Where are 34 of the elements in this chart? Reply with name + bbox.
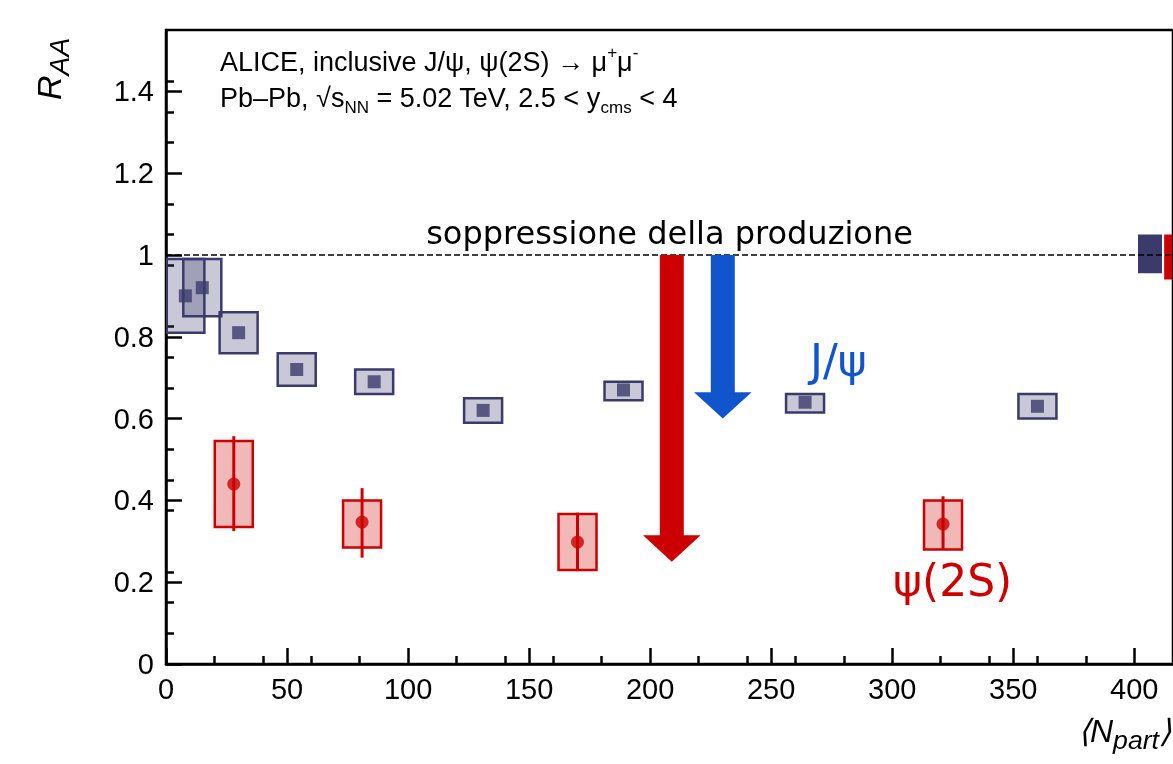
y-tick-label: 0.6 — [113, 402, 154, 435]
bar — [182, 257, 223, 318]
annotation: J/ψ — [807, 334, 867, 386]
bar — [341, 499, 383, 549]
point — [195, 281, 209, 295]
bar — [557, 512, 598, 572]
x-tick-label: 150 — [504, 672, 554, 705]
x-tick-label: 350 — [989, 672, 1038, 705]
y-tick-label: 1.2 — [113, 157, 154, 190]
point — [571, 535, 585, 549]
point — [227, 477, 241, 491]
y-tick-label: 0.2 — [113, 566, 154, 599]
text: ALICE, inclusive J/ψ, ψ(2S) → μ+μ- — [220, 43, 639, 77]
y-tick-label: 0.8 — [113, 320, 154, 353]
bar — [213, 439, 255, 529]
y-tick-label: 1 — [137, 238, 154, 271]
x-tick-label: 50 — [270, 672, 304, 705]
bar — [218, 310, 259, 355]
x-tick-label: 200 — [625, 672, 675, 705]
bar — [922, 499, 964, 551]
y-tick-label: 0.4 — [113, 484, 154, 517]
point — [178, 289, 192, 303]
annotation: ψ(2S) — [893, 554, 1013, 606]
ref-line-label: soppressione della produzione — [426, 213, 913, 252]
bar — [276, 351, 317, 388]
x-tick-label: 400 — [1110, 672, 1159, 705]
bar — [1017, 392, 1058, 420]
x-axis-title: ⟨N$_{part}$⟩ — [1077, 712, 1171, 757]
x-tick-label: 0 — [157, 672, 175, 705]
y-tick-label: 1.4 — [113, 75, 154, 108]
x-tick-label: 250 — [746, 672, 796, 705]
x-tick-label: 300 — [868, 672, 917, 705]
x-tick-label: 100 — [383, 672, 433, 705]
y-tick-label: 0 — [137, 648, 154, 680]
